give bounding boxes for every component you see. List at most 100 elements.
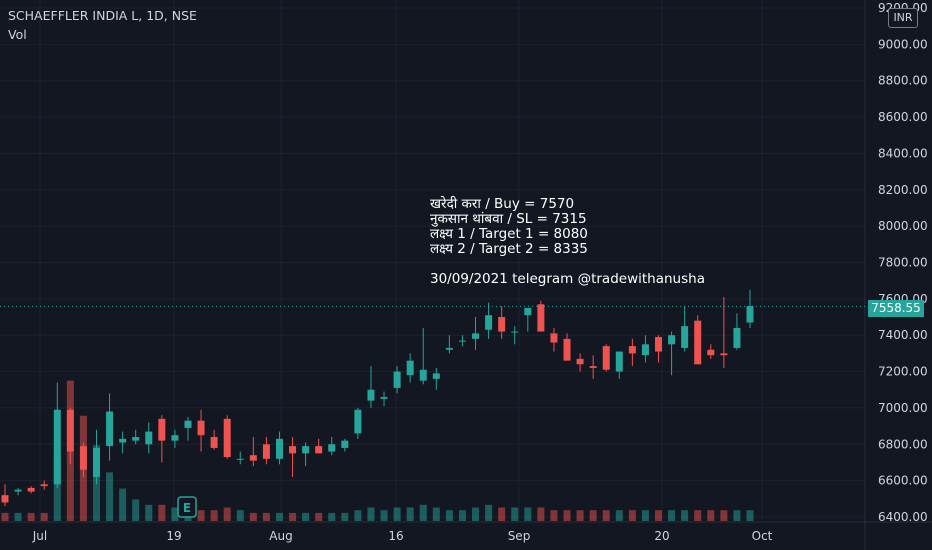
candle-body[interactable] [498, 317, 506, 332]
candle-body[interactable] [432, 373, 440, 379]
earnings-marker-label: E [183, 501, 191, 515]
candle-body[interactable] [537, 304, 545, 332]
x-tick-label: Sep [508, 529, 531, 543]
candle-body[interactable] [485, 315, 493, 330]
x-tick-label: Oct [752, 529, 773, 543]
candle-body[interactable] [406, 360, 414, 376]
volume-bar [328, 512, 336, 521]
candle-body[interactable] [550, 333, 558, 343]
volume-bar [524, 507, 532, 521]
candle-body[interactable] [707, 349, 715, 356]
earnings-marker-icon[interactable] [177, 496, 197, 518]
volume-bar [262, 512, 270, 521]
candle-body[interactable] [66, 409, 74, 452]
y-tick-label: 8400.00 [878, 146, 928, 160]
volume-bar [367, 507, 375, 521]
candle-body[interactable] [184, 420, 192, 428]
candle-body[interactable] [341, 440, 349, 448]
candle-body[interactable] [328, 444, 336, 452]
volume-bar [432, 507, 440, 521]
candle-body[interactable] [119, 438, 127, 443]
candle-body[interactable] [354, 409, 362, 434]
y-tick-label: 9000.00 [878, 37, 928, 51]
candle-body[interactable] [641, 344, 649, 356]
candle-body[interactable] [720, 353, 728, 356]
candle-body[interactable] [589, 366, 597, 368]
candle-body[interactable] [249, 455, 257, 461]
candle-body[interactable] [289, 446, 297, 454]
volume-bar [668, 510, 676, 521]
y-tick-label: 8200.00 [878, 183, 928, 197]
volume-bar [694, 510, 702, 521]
volume-bar [419, 504, 427, 521]
candle-body[interactable] [315, 446, 323, 454]
candle-body[interactable] [681, 326, 689, 348]
candle-body[interactable] [171, 435, 179, 441]
candle-body[interactable] [302, 446, 310, 454]
volume-bar [289, 512, 297, 521]
candle-body[interactable] [40, 484, 48, 487]
candle-body[interactable] [132, 437, 140, 441]
candle-body[interactable] [262, 444, 270, 459]
volume-bar [550, 510, 558, 521]
volume-bar [720, 510, 728, 521]
candle-body[interactable] [655, 337, 663, 352]
candle-body[interactable] [14, 489, 22, 492]
volume-bar [197, 510, 205, 521]
candle-body[interactable] [145, 431, 153, 445]
candle-body[interactable] [602, 346, 610, 370]
candle-body[interactable] [393, 371, 401, 388]
candle-body[interactable] [53, 409, 61, 485]
candle-body[interactable] [628, 346, 636, 354]
candle-body[interactable] [458, 340, 466, 342]
volume-bar [707, 510, 715, 521]
candle-body[interactable] [197, 420, 205, 436]
candle-body[interactable] [79, 446, 87, 470]
volume-bar [628, 510, 636, 521]
x-tick-label: Aug [269, 529, 292, 543]
candle-body[interactable] [576, 358, 584, 365]
candle-body[interactable] [210, 437, 218, 448]
candle-body[interactable] [275, 438, 283, 459]
candle-body[interactable] [1, 495, 9, 503]
volume-bar [615, 510, 623, 521]
volume-bar [341, 512, 349, 521]
y-tick-label: 7800.00 [878, 256, 928, 270]
volume-bar [537, 507, 545, 521]
volume-bar [458, 510, 466, 521]
y-tick-label: 7400.00 [878, 328, 928, 342]
candle-body[interactable] [158, 418, 166, 441]
candle-body[interactable] [367, 389, 375, 401]
volume-bar [145, 504, 153, 521]
y-tick-label: 6800.00 [878, 437, 928, 451]
volume-bar [393, 507, 401, 521]
volume-indicator-label[interactable]: Vol [8, 27, 27, 42]
candle-body[interactable] [472, 333, 480, 339]
candle-body[interactable] [615, 351, 623, 372]
candle-body[interactable] [445, 347, 453, 350]
candle-body[interactable] [511, 331, 519, 333]
annotation-target1: लक्ष्य 1 / Target 1 = 8080 [430, 226, 588, 242]
volume-bar [511, 507, 519, 521]
candle-body[interactable] [236, 458, 244, 460]
volume-bar [733, 510, 741, 521]
candle-body[interactable] [92, 447, 100, 478]
candle-body[interactable] [27, 487, 35, 492]
candle-body[interactable] [106, 411, 114, 447]
volume-bar [275, 512, 283, 521]
candle-body[interactable] [380, 397, 388, 399]
volume-bar [249, 512, 257, 521]
candle-body[interactable] [733, 327, 741, 348]
candle-body[interactable] [746, 306, 754, 323]
candle-body[interactable] [419, 369, 427, 381]
candle-body[interactable] [694, 320, 702, 365]
candle-body[interactable] [563, 338, 571, 361]
currency-button[interactable]: INR [888, 8, 918, 28]
volume-bar [576, 510, 584, 521]
x-tick-label: Jul [32, 529, 47, 543]
candle-body[interactable] [668, 335, 676, 345]
volume-bar [27, 512, 35, 521]
candle-body[interactable] [223, 418, 231, 458]
candle-body[interactable] [524, 307, 532, 316]
